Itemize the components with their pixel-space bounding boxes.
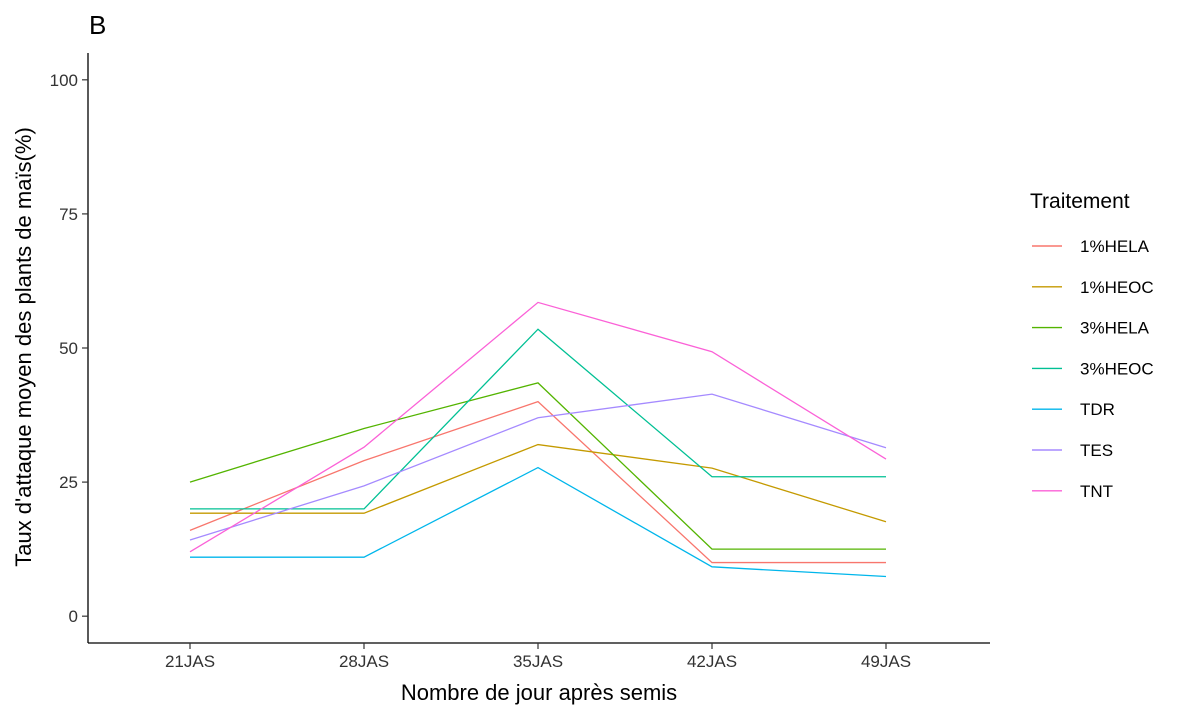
series-line-1-hela	[189, 400, 886, 564]
y-axis-ticks: 0 25 50 75 100	[50, 71, 88, 626]
legend-label: TES	[1080, 441, 1113, 460]
y-axis-title: Taux d'attaque moyen des plants de maïs(…	[11, 127, 36, 567]
series-line-tes	[189, 393, 887, 541]
x-tick-label: 42JAS	[687, 652, 737, 671]
series-line-tnt	[189, 301, 887, 553]
x-tick-label: 28JAS	[339, 652, 389, 671]
panel-label: B	[89, 10, 106, 40]
series-line-tdr	[190, 466, 887, 578]
legend-label: TNT	[1080, 482, 1113, 501]
legend-item: TDR	[1032, 400, 1115, 419]
legend-item: TES	[1032, 441, 1113, 460]
x-axis-ticks: 21JAS 28JAS 35JAS 42JAS 49JAS	[165, 643, 911, 671]
x-tick-label: 21JAS	[165, 652, 215, 671]
y-tick-label: 0	[69, 607, 78, 626]
legend-item: 3%HELA	[1032, 319, 1150, 338]
x-axis-title: Nombre de jour après semis	[401, 680, 677, 705]
legend-title: Traitement	[1030, 190, 1130, 213]
y-tick-label: 50	[59, 339, 78, 358]
plot-area: 0 25 50 75 100 21JAS 28JAS 35JAS 42JAS 49JAS	[50, 53, 990, 671]
legend-item: 1%HEOC	[1032, 278, 1154, 297]
x-tick-label: 49JAS	[861, 652, 911, 671]
series-line-3-heoc	[190, 328, 886, 510]
legend-label: 1%HELA	[1080, 237, 1150, 256]
legend-item: 3%HEOC	[1032, 359, 1154, 378]
legend-label: 3%HEOC	[1080, 359, 1154, 378]
y-tick-label: 100	[50, 71, 78, 90]
legend-label: 1%HEOC	[1080, 278, 1154, 297]
legend: Traitement 1%HELA 1%HEOC 3%HELA 3%HEOC TDR TE…	[1030, 190, 1154, 501]
legend-label: TDR	[1080, 400, 1115, 419]
legend-items: 1%HELA 1%HEOC 3%HELA 3%HEOC TDR TES TNT	[1032, 237, 1154, 501]
legend-item: TNT	[1032, 482, 1113, 501]
series-lines	[189, 301, 887, 578]
legend-label: 3%HELA	[1080, 319, 1150, 338]
series-line-1-heoc	[190, 443, 887, 523]
legend-item: 1%HELA	[1032, 237, 1150, 256]
y-tick-label: 75	[59, 205, 78, 224]
x-tick-label: 35JAS	[513, 652, 563, 671]
series-line-3-hela	[189, 382, 886, 550]
y-tick-label: 25	[59, 473, 78, 492]
